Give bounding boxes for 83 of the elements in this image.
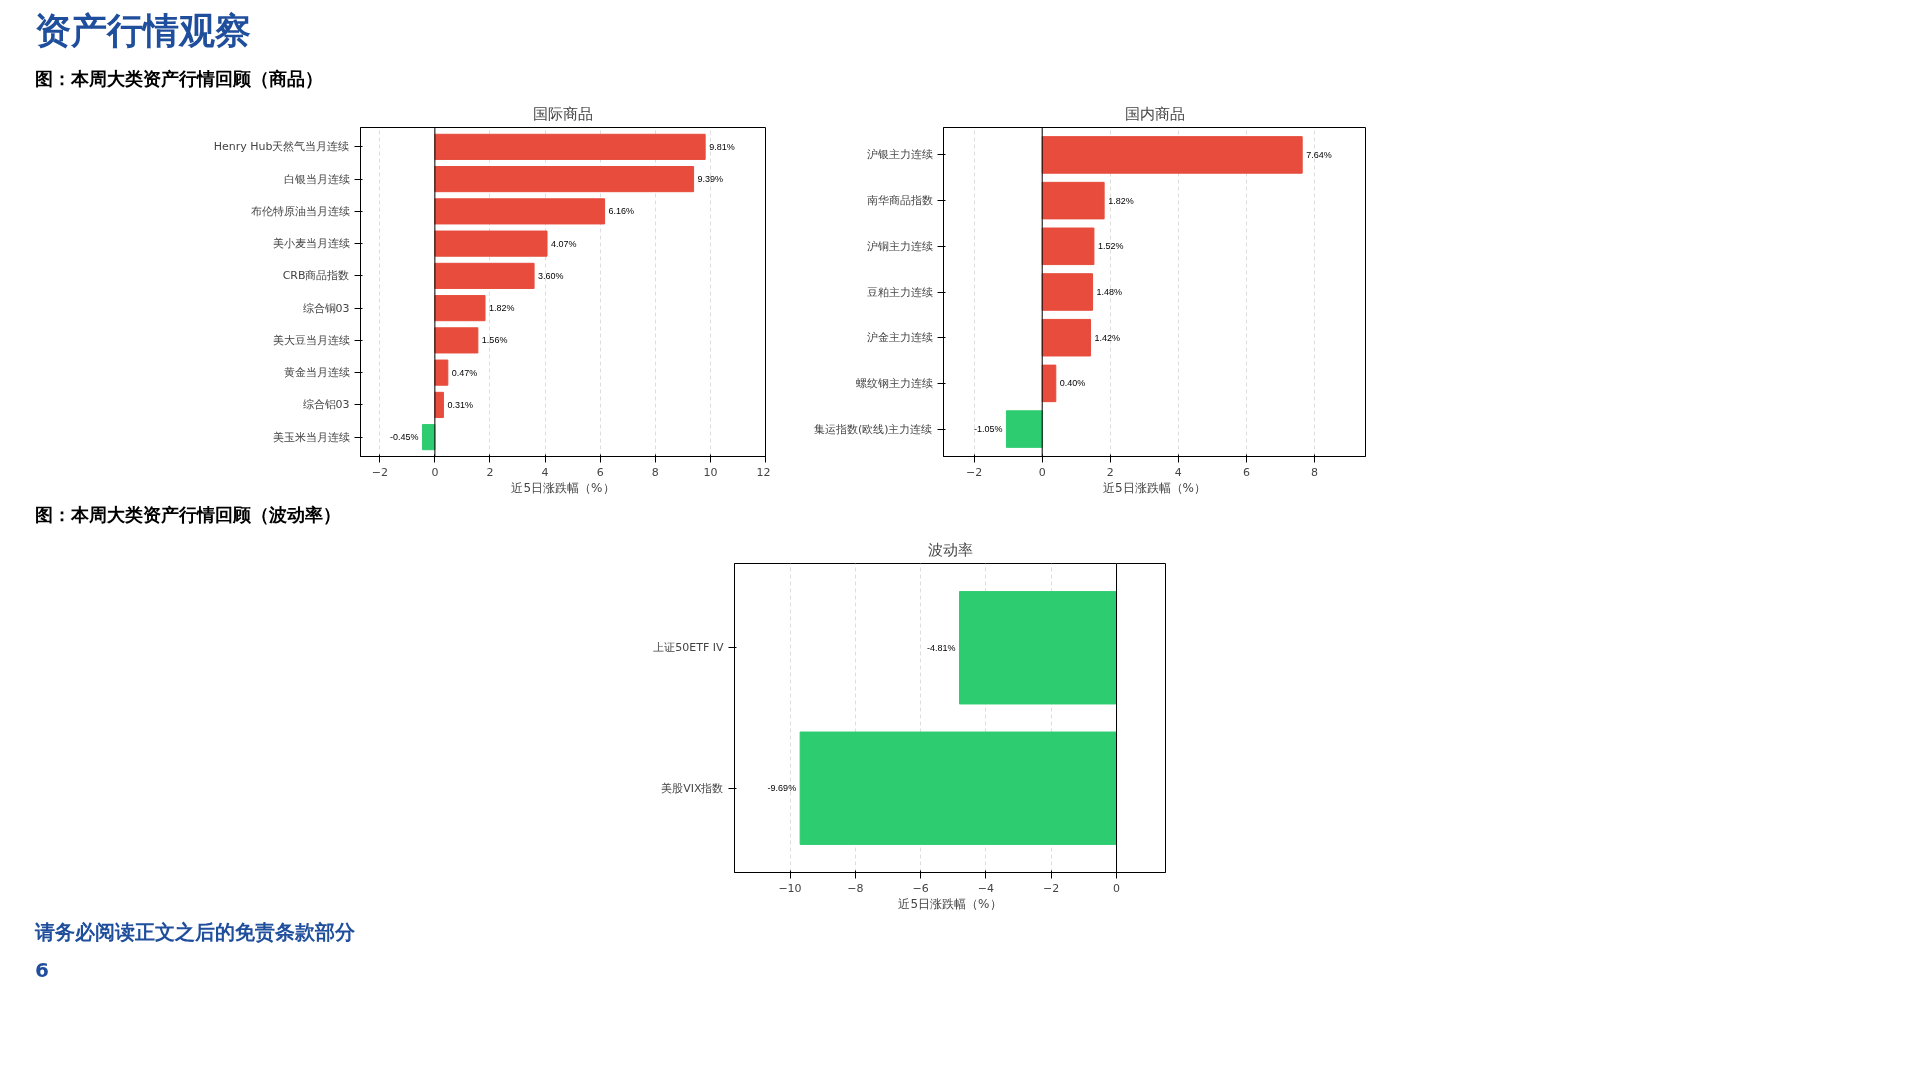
y-tick-label: 豆粕主力连续 [866, 285, 933, 299]
bar [434, 327, 479, 354]
data-label: 7.64% [1306, 150, 1332, 161]
data-label: 1.42% [1094, 332, 1121, 343]
x-tick-label: 2 [486, 465, 494, 479]
data-label: 1.56% [481, 335, 508, 346]
text: 图：本周大类资产行情回顾（波动率） [35, 503, 341, 528]
x-tick-label: 8 [1310, 465, 1318, 479]
y-tick-label: 布伦特原油当月连续 [250, 204, 350, 218]
data-label: -4.81% [926, 642, 956, 653]
x-tick-label: −6 [912, 881, 929, 895]
bar [1041, 364, 1057, 403]
x-tick-label: 6 [596, 465, 604, 479]
bar [434, 230, 548, 257]
data-label: 4.07% [551, 238, 577, 249]
x-tick-label: 0 [1038, 465, 1046, 479]
y-tick-label: 黄金当月连续 [283, 366, 350, 380]
x-tick-label: 2 [1106, 465, 1114, 479]
bar [1041, 319, 1092, 357]
x-tick-label: −2 [371, 465, 388, 479]
x-tick-label: 0 [431, 465, 439, 479]
x-tick-label: −2 [1043, 881, 1060, 895]
y-tick-label: 集运指数(欧线)主力连续 [813, 422, 933, 436]
text: 图：本周大类资产行情回顾（商品） [35, 67, 323, 92]
x-tick-label: −2 [966, 465, 983, 479]
y-tick-label: 沪银主力连续 [866, 148, 933, 162]
y-tick-label: 美股VIX指数 [661, 781, 724, 795]
x-axis-title: 近5日涨跌幅（%） [898, 896, 1002, 911]
chart-title: 波动率 [927, 540, 973, 559]
data-label: 1.82% [489, 303, 515, 314]
x-tick-label: 6 [1242, 465, 1250, 479]
y-tick-label: 南华商品指数 [866, 194, 933, 208]
text: 资产行情观察 [35, 9, 251, 53]
text: 请务必阅读正文之后的免责条款部分 [35, 918, 355, 946]
chart-title: 国际商品 [533, 104, 593, 123]
x-tick-label: −4 [977, 881, 995, 895]
y-tick-label: 上证50ETF IV [653, 641, 724, 655]
y-tick-label: 白银当月连续 [283, 172, 350, 186]
x-tick-label: −10 [778, 881, 802, 895]
x-tick-label: −8 [847, 881, 864, 895]
bar [1005, 410, 1043, 448]
y-tick-label: 沪铜主力连续 [866, 239, 933, 253]
bar [1041, 136, 1303, 174]
x-tick-label: 0 [1113, 881, 1121, 895]
y-tick-label: 美大豆当月连续 [272, 334, 350, 348]
data-label: 9.81% [709, 141, 735, 152]
data-label: 1.48% [1096, 287, 1123, 298]
data-label: 3.60% [538, 271, 564, 281]
bar [434, 262, 535, 290]
data-label: -9.69% [767, 783, 797, 794]
y-tick-label: 综合铜03 [302, 301, 350, 315]
data-label: 9.39% [697, 174, 724, 185]
y-tick-label: 美小麦当月连续 [272, 237, 350, 251]
x-tick-label: 4 [541, 465, 549, 479]
bar [434, 198, 606, 225]
data-label: 0.47% [451, 367, 478, 378]
y-tick-label: Henry Hub天然气当月连续 [213, 140, 350, 154]
bar [1041, 227, 1095, 266]
data-label: 0.40% [1059, 378, 1086, 389]
y-tick-label: 沪金主力连续 [866, 331, 933, 345]
x-axis-title: 近5日涨跌幅（%） [1102, 480, 1207, 495]
data-label: 1.52% [1097, 241, 1124, 252]
y-tick-label: 综合铝03 [302, 398, 350, 412]
x-axis-title: 近5日涨跌幅（%） [511, 480, 615, 495]
x-tick-label: 8 [651, 465, 659, 479]
x-tick-label: 10 [703, 465, 718, 479]
data-label: 6.16% [608, 206, 635, 217]
data-label: -1.05% [973, 424, 1003, 435]
chart-title: 国内商品 [1124, 104, 1185, 123]
data-label: 0.31% [447, 400, 473, 411]
bar [434, 295, 486, 322]
y-tick-label: CRB商品指数 [282, 269, 350, 283]
text: 6 [35, 957, 49, 985]
y-tick-label: 美玉米当月连续 [272, 430, 350, 444]
bar [1041, 273, 1094, 311]
bar [434, 133, 706, 161]
x-tick-label: 4 [1174, 465, 1182, 479]
x-tick-label: 12 [756, 465, 771, 479]
bar [434, 166, 695, 193]
data-label: -0.45% [389, 432, 419, 443]
y-tick-label: 螺纹钢主力连续 [855, 377, 933, 391]
bar [1041, 181, 1105, 220]
data-label: 1.82% [1108, 195, 1134, 206]
